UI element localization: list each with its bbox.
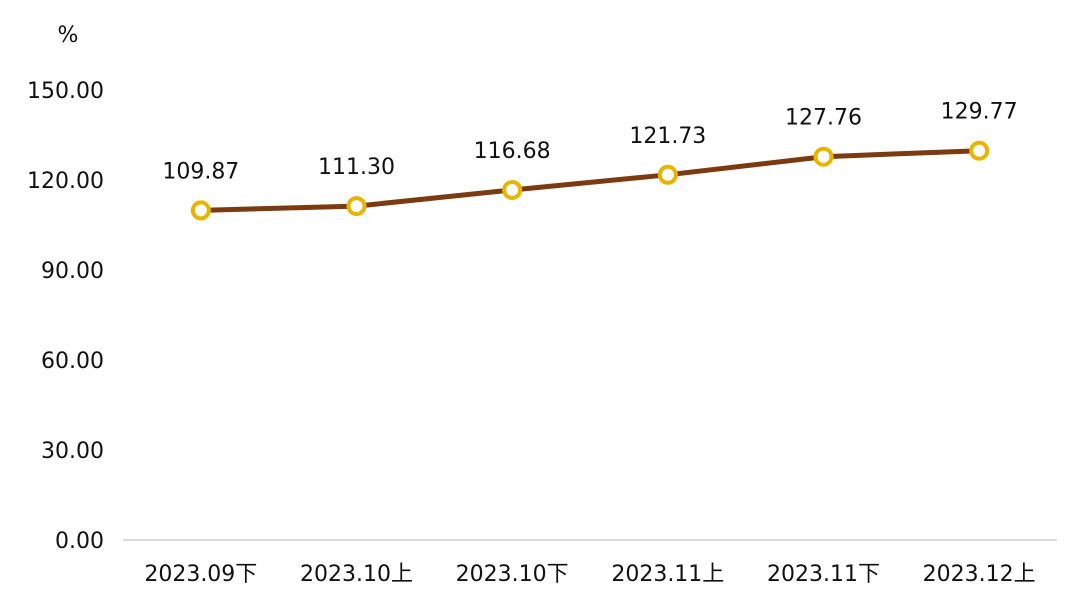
series-markers xyxy=(190,140,990,221)
y-tick-label: 120.00 xyxy=(27,169,104,194)
x-axis-ticks: 2023.09下 2023.10上 2023.10下 2023.11上 2023.11下… xyxy=(144,562,1035,587)
x-tick-label: 2023.12上 xyxy=(923,562,1036,587)
data-label: 116.68 xyxy=(474,139,551,164)
x-tick-label: 2023.10上 xyxy=(300,562,413,587)
y-tick-label: 30.00 xyxy=(41,439,104,464)
series-line xyxy=(198,148,982,213)
data-point-marker xyxy=(813,146,834,167)
data-label: 127.76 xyxy=(785,106,862,131)
x-tick-label: 2023.11下 xyxy=(767,562,880,587)
data-label: 129.77 xyxy=(941,100,1018,125)
data-label: 111.30 xyxy=(318,155,395,180)
data-point-marker xyxy=(502,179,523,200)
x-tick-label: 2023.10下 xyxy=(456,562,569,587)
x-tick-label: 2023.11上 xyxy=(611,562,724,587)
x-tick-label: 2023.09下 xyxy=(144,562,257,587)
series-lines xyxy=(198,148,982,213)
data-point-marker xyxy=(969,140,990,161)
y-tick-label: 60.00 xyxy=(41,349,104,374)
y-axis-unit-label: % xyxy=(58,23,79,48)
data-point-marker xyxy=(346,196,367,217)
data-label: 121.73 xyxy=(629,124,706,149)
data-point-marker xyxy=(657,164,678,185)
y-tick-label: 0.00 xyxy=(55,529,104,554)
data-label: 109.87 xyxy=(162,159,239,184)
y-axis-ticks: 0.00 30.00 60.00 90.00 120.00 150.00 xyxy=(27,79,104,554)
y-tick-label: 90.00 xyxy=(41,259,104,284)
y-tick-label: 150.00 xyxy=(27,79,104,104)
data-labels: 109.87 111.30 116.68 121.73 127.76 129.77 xyxy=(162,100,1017,185)
data-point-marker xyxy=(190,200,211,221)
